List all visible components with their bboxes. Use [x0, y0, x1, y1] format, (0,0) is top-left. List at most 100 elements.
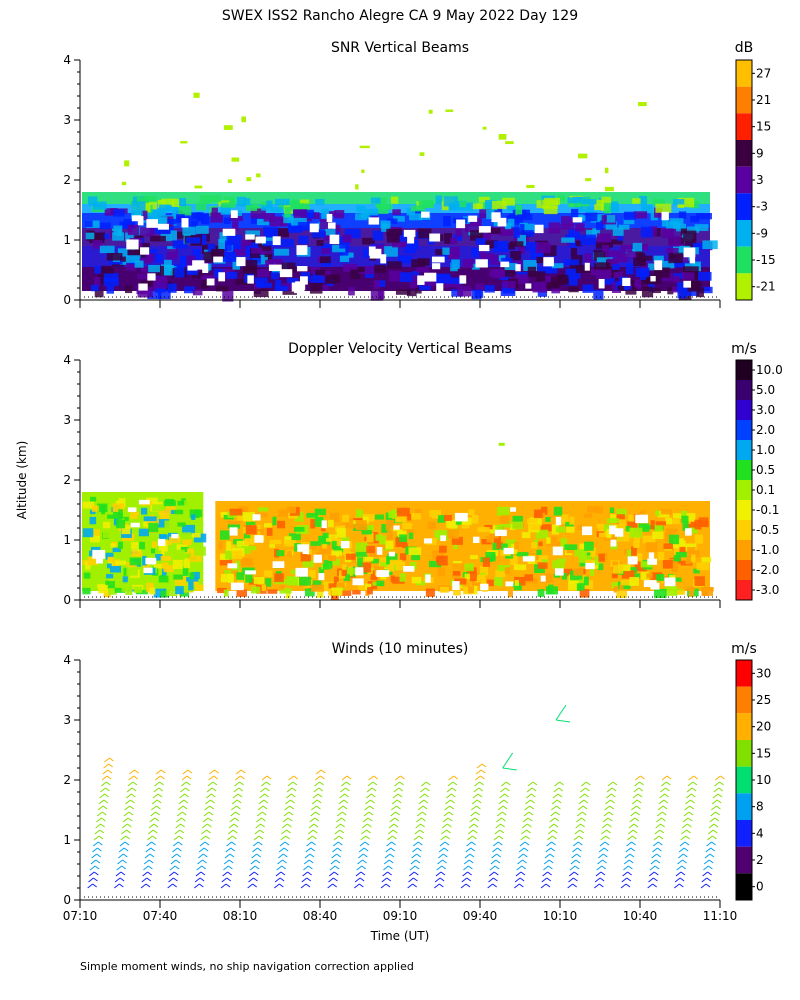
wind-barb [526, 793, 532, 799]
wind-barb [147, 829, 154, 835]
snr-gap [268, 264, 282, 272]
wind-barb [333, 877, 338, 882]
snr-cell [561, 237, 575, 243]
wind-barb [665, 781, 671, 786]
colorbar-label: -0.5 [756, 523, 779, 537]
wind-barb [312, 835, 317, 840]
snr-cell [698, 286, 713, 294]
wind-barb [425, 787, 430, 792]
doppler-cell [399, 534, 408, 542]
snr-gap [650, 275, 656, 282]
doppler-gap [510, 507, 516, 512]
wind-barb [373, 775, 379, 780]
wind-barb [306, 877, 312, 882]
doppler-cell [438, 567, 446, 577]
doppler-cell [244, 538, 255, 545]
wind-barb [307, 835, 313, 841]
wind-barb [229, 817, 236, 823]
doppler-cell [343, 573, 350, 581]
doppler-cell [191, 532, 201, 538]
snr-gap [689, 255, 696, 264]
wind-barb [680, 871, 686, 876]
doppler-gap [244, 570, 256, 575]
wind-barb [148, 865, 153, 870]
wind-barb [142, 871, 148, 877]
doppler-gap [647, 558, 658, 565]
wind-barb [412, 847, 418, 853]
wind-barb [199, 883, 204, 888]
doppler-cell [220, 511, 230, 518]
wind-barb [313, 787, 320, 793]
snr-cell [158, 226, 174, 234]
snr-speckle [193, 92, 200, 98]
wind-barb [341, 811, 347, 816]
snr-cell [625, 287, 637, 295]
snr-cell [365, 208, 379, 216]
doppler-cell [619, 584, 624, 590]
doppler-gap [494, 529, 507, 537]
wind-barb [178, 799, 185, 805]
wind-barb [708, 823, 715, 829]
snr-cell [524, 223, 535, 233]
snr-cell [671, 286, 682, 293]
colorbar-frame [735, 359, 753, 601]
wind-barb [387, 871, 392, 876]
snr-cell [453, 234, 463, 241]
doppler-cell [253, 577, 265, 584]
wind-barb [636, 799, 642, 804]
y-tick-label: 4 [63, 53, 71, 67]
doppler-cell [228, 520, 241, 526]
doppler-cell [454, 578, 467, 585]
wind-barb [259, 793, 265, 799]
wind-barb [448, 811, 454, 816]
wind-barb [415, 823, 421, 829]
snr-cell [485, 240, 498, 249]
wind-barb [604, 805, 611, 811]
snr-cell [633, 257, 646, 267]
doppler-cell [402, 522, 413, 530]
wind-barb [334, 829, 341, 835]
wind-barb [335, 859, 341, 864]
snr-cell [261, 201, 270, 208]
wind-barb [359, 877, 365, 882]
doppler-cell [112, 547, 121, 553]
snr-cell [457, 286, 472, 297]
wind-barb [225, 847, 232, 853]
snr-cell [196, 212, 204, 222]
snr-speckle [256, 173, 261, 178]
wind-barb [705, 847, 712, 853]
doppler-cell [191, 514, 196, 521]
colorbar-swatch [736, 540, 752, 560]
wind-barb [478, 787, 484, 792]
wind-barb [282, 823, 288, 829]
snr-cell [251, 247, 263, 254]
wind-barb [288, 775, 295, 781]
snr-cell [274, 198, 290, 206]
wind-barb [418, 799, 425, 805]
wind-barb [127, 817, 133, 822]
wind-barb [115, 871, 122, 877]
snr-cell [224, 240, 232, 251]
colorbar-label: -15 [756, 253, 776, 267]
doppler-cell [616, 514, 625, 524]
doppler-cell [587, 505, 600, 513]
wind-barb [227, 829, 234, 835]
wind-barb [522, 859, 527, 864]
y-tick-label: 1 [63, 833, 71, 847]
wind-barb [577, 805, 584, 811]
snr-cell [171, 198, 181, 207]
wind-barb [462, 871, 468, 877]
snr-cell [415, 287, 422, 294]
wind-barb [146, 841, 152, 847]
wind-barb [420, 781, 427, 787]
doppler-cell [365, 556, 374, 562]
doppler-cell [668, 534, 680, 545]
wind-barb [363, 853, 368, 858]
snr-cell [342, 234, 352, 243]
snr-cell [315, 269, 326, 276]
wind-barb [224, 853, 231, 859]
wind-profile [114, 769, 139, 889]
snr-cell [234, 210, 243, 217]
doppler-gap [229, 527, 238, 536]
wind-barb [250, 859, 257, 865]
